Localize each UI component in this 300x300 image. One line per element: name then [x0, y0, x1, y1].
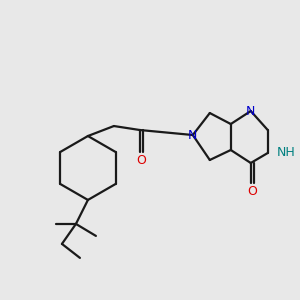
- Text: O: O: [247, 185, 257, 199]
- Text: N: N: [246, 104, 255, 118]
- Text: N: N: [188, 128, 197, 142]
- Text: NH: NH: [277, 146, 296, 160]
- Text: O: O: [136, 154, 146, 167]
